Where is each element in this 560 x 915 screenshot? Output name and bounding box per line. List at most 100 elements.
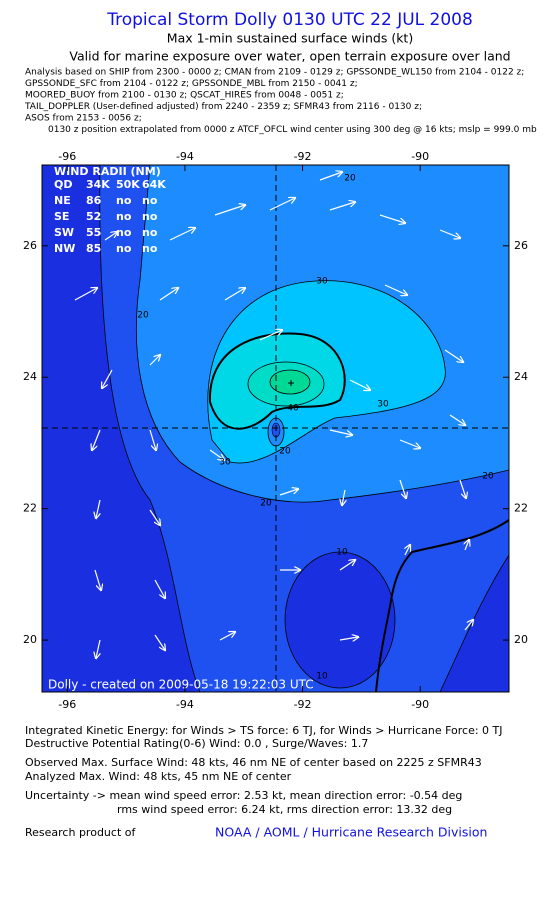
footer-line: rms wind speed error: 6.24 kt, rms direc…: [117, 803, 452, 816]
radii-header: QD: [54, 178, 72, 191]
y-tick-label: 24: [514, 370, 528, 383]
wind-vector: [154, 634, 165, 650]
wind-vector: [224, 288, 245, 301]
footer-line: Uncertainty -> mean wind speed error: 2.…: [25, 789, 462, 802]
y-tick-label: 22: [514, 502, 528, 515]
analysis-line: GPSSONDE_SFC from 2104 - 0122 z; GPSSOND…: [25, 79, 358, 89]
x-tick-label: -94: [176, 150, 194, 163]
wind-vector: [154, 579, 165, 598]
footer: Integrated Kinetic Energy: for Winds > T…: [25, 724, 503, 816]
radii-cell: no: [116, 210, 132, 223]
y-tick-label: 26: [514, 239, 528, 252]
contour-label: 40: [287, 404, 299, 414]
wind-vector: [96, 639, 100, 658]
wind-vector: [464, 620, 473, 631]
validity: Valid for marine exposure over water, op…: [69, 49, 510, 64]
y-tick-label: 26: [23, 239, 37, 252]
contour-label: 20: [344, 174, 356, 184]
y-tick-label: 20: [23, 633, 37, 646]
wind-vector: [269, 198, 295, 211]
footer-line: Observed Max. Surface Wind: 48 kts, 46 n…: [25, 756, 482, 769]
wind-vectors: [74, 172, 473, 658]
wind-vector: [102, 369, 113, 388]
map: 20 20 30 30 40 30 20 20 20 10 10 WIND RADII (NM)QD…: [42, 165, 509, 692]
wind-vector: [209, 449, 224, 460]
contour-label: 20: [260, 499, 272, 509]
wind-vector: [74, 288, 97, 301]
analysis-line: Analysis based on SHIP from 2300 - 0000 …: [25, 68, 524, 78]
radii-cell: 86: [86, 194, 102, 207]
radii-cell: no: [142, 226, 158, 239]
wind-vector: [149, 509, 160, 525]
y-tick-label: 24: [23, 370, 37, 383]
wind-vector: [339, 560, 355, 571]
radii-cell: no: [116, 226, 132, 239]
radii-cell: no: [116, 194, 132, 207]
y-tick-label: 22: [23, 502, 37, 515]
x-tick-label: -92: [294, 698, 312, 711]
y-tick-label: 20: [514, 633, 528, 646]
contour-label: 10: [316, 672, 328, 682]
wind-vector: [399, 439, 420, 448]
radii-cell: NE: [54, 194, 71, 207]
analysis-line: 0130 z position extrapolated from 0000 z…: [48, 125, 537, 135]
contour-label: 10: [336, 548, 348, 558]
analysis-lines: Analysis based on SHIP from 2300 - 0000 …: [24, 68, 537, 136]
contour-label: 30: [219, 458, 231, 468]
wind-vector: [342, 489, 345, 505]
x-tick-label: -92: [294, 150, 312, 163]
wind-vector: [444, 349, 463, 362]
wind-vector: [96, 499, 100, 518]
contour-labels: 20 20 30 30 40 30 20 20 20 10 10: [137, 174, 494, 682]
wind-vector: [459, 479, 466, 498]
radii-cell: SE: [54, 210, 69, 223]
contour-label: 30: [316, 277, 328, 287]
footer-line: Destructive Potential Rating(0-6) Wind: …: [25, 737, 368, 750]
credit: Dolly - created on 2009-05-18 19:22:03 U…: [48, 678, 314, 692]
contour-label: 20: [137, 311, 149, 321]
wind-vector: [399, 479, 406, 498]
radii-header: 50K: [116, 178, 140, 191]
org[interactable]: NOAA / AOML / Hurricane Research Divisio…: [215, 825, 487, 840]
wind-vector: [465, 540, 469, 551]
wind-vector: [405, 545, 410, 556]
wind-vector: [329, 429, 352, 435]
radii-header: 64K: [142, 178, 166, 191]
subtitle: Max 1-min sustained surface winds (kt): [167, 31, 413, 46]
wind-vector: [104, 232, 117, 241]
radii-header: 34K: [86, 178, 110, 191]
wind-vector: [349, 379, 370, 390]
title: Tropical Storm Dolly 0130 UTC 22 JUL 200…: [106, 10, 473, 30]
radii-cell: SW: [54, 226, 74, 239]
wind-vector: [279, 489, 298, 496]
wind-vector: [259, 330, 282, 341]
radii-cell: 52: [86, 210, 101, 223]
contour-label: 30: [377, 400, 389, 410]
analysis-line: TAIL_DOPPLER (User-defined adjusted) fro…: [24, 102, 422, 112]
contour-label: 20: [482, 472, 494, 482]
wind-vector: [169, 228, 195, 241]
analysis-line: MOORED_BUOY from 2100 - 0130 z; QSCAT_HI…: [25, 91, 344, 101]
x-tick-label: -96: [58, 698, 76, 711]
wind-vector: [339, 637, 358, 640]
wind-vector: [219, 632, 235, 641]
radii-cell: 55: [86, 226, 101, 239]
footer-line: Analyzed Max. Wind: 48 kts, 45 nm NE of …: [25, 770, 292, 783]
radii-cell: 85: [86, 242, 101, 255]
wind-vector: [329, 202, 355, 211]
radii-cell: no: [142, 242, 158, 255]
wind-vector: [92, 429, 101, 450]
footer-line: Integrated Kinetic Energy: for Winds > T…: [25, 724, 503, 737]
radii-cell: NW: [54, 242, 75, 255]
wind-vector: [384, 284, 407, 295]
wind-vector: [149, 429, 156, 450]
core: [269, 369, 311, 395]
radii-title: WIND RADII (NM): [54, 165, 161, 178]
x-tick-label: -94: [176, 698, 194, 711]
map-frame: [41, 164, 510, 693]
x-tick-label: -96: [58, 150, 76, 163]
radii-cell: no: [142, 194, 158, 207]
contour-label: 20: [279, 447, 291, 457]
